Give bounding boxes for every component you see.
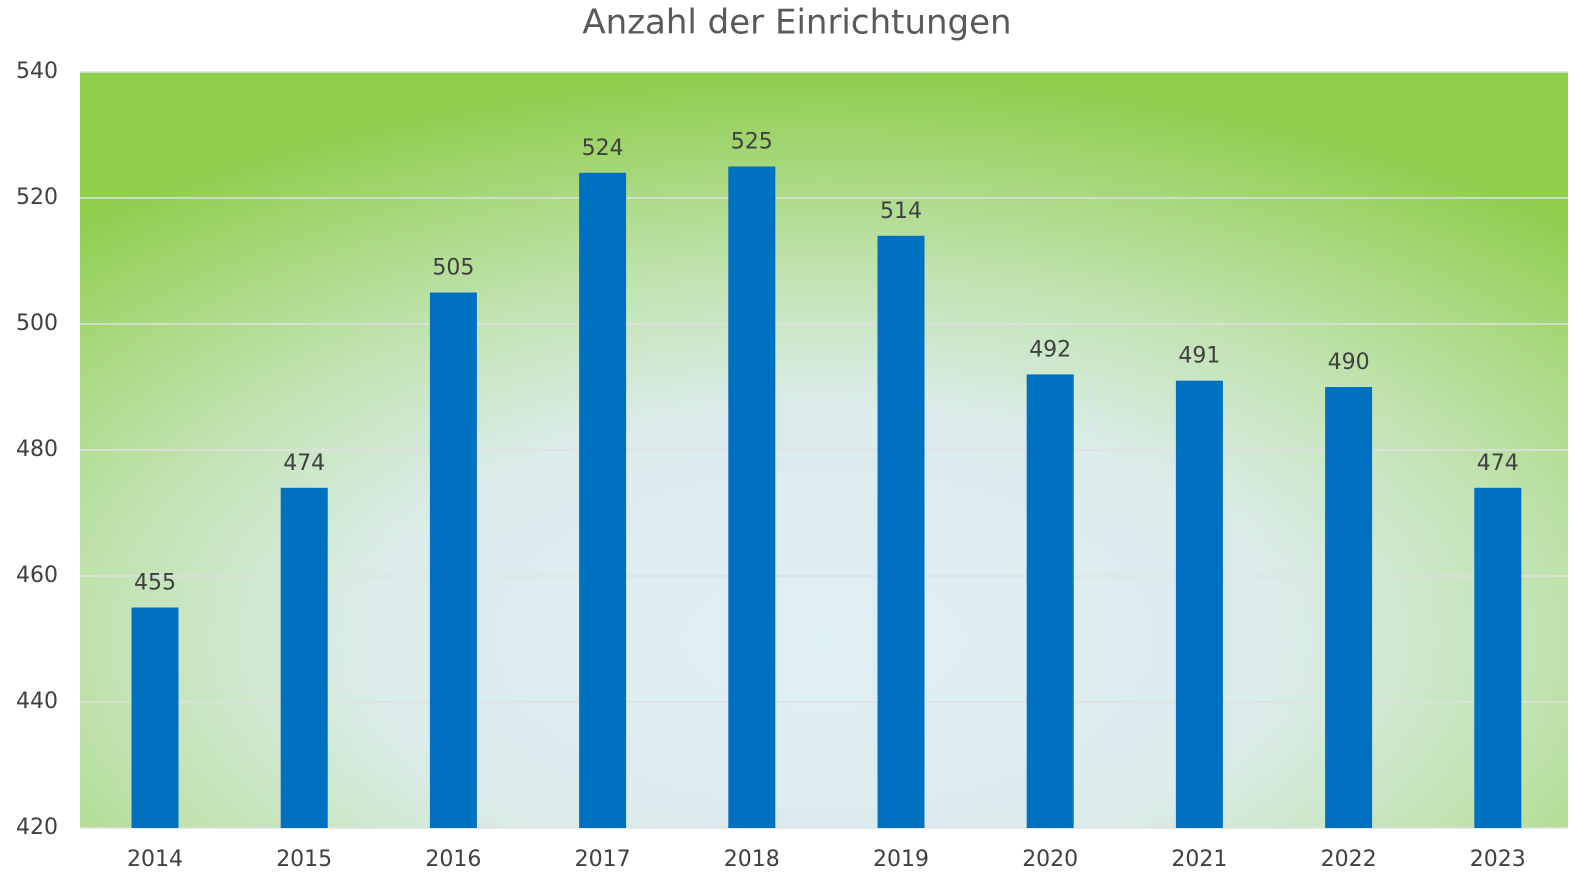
- x-tick-label: 2017: [575, 847, 631, 872]
- data-label: 474: [283, 451, 325, 476]
- bar: [877, 235, 925, 829]
- chart-title: Anzahl der Einrichtungen: [582, 3, 1011, 43]
- y-tick-label: 480: [16, 437, 58, 462]
- x-tick-label: 2023: [1470, 847, 1526, 872]
- bar: [1026, 374, 1074, 828]
- data-label: 455: [134, 571, 176, 596]
- x-tick-label: 2014: [127, 847, 183, 872]
- bar: [1175, 380, 1223, 828]
- x-tick-label: 2021: [1171, 847, 1227, 872]
- data-label: 514: [880, 199, 922, 224]
- data-label: 474: [1477, 451, 1519, 476]
- bar: [579, 172, 627, 829]
- x-tick-label: 2016: [425, 847, 481, 872]
- x-tick-label: 2022: [1321, 847, 1377, 872]
- bar: [728, 166, 776, 828]
- y-tick-label: 460: [16, 563, 58, 588]
- y-tick-label: 420: [16, 815, 58, 840]
- y-tick-label: 520: [16, 185, 58, 210]
- bar: [280, 487, 328, 828]
- data-label: 492: [1029, 337, 1071, 362]
- x-tick-label: 2015: [276, 847, 332, 872]
- data-label: 505: [432, 256, 474, 281]
- bar: [131, 607, 179, 828]
- x-tick-label: 2020: [1022, 847, 1078, 872]
- data-label: 491: [1178, 344, 1220, 369]
- y-tick-label: 540: [16, 59, 58, 84]
- data-label: 525: [731, 130, 773, 155]
- bar: [1474, 487, 1522, 828]
- data-label: 524: [582, 136, 624, 161]
- x-tick-label: 2018: [724, 847, 780, 872]
- y-tick-label: 440: [16, 689, 58, 714]
- x-tick-label: 2019: [873, 847, 929, 872]
- bar: [429, 292, 477, 828]
- bar: [1325, 387, 1373, 828]
- data-label: 490: [1328, 350, 1370, 375]
- y-tick-label: 500: [16, 311, 58, 336]
